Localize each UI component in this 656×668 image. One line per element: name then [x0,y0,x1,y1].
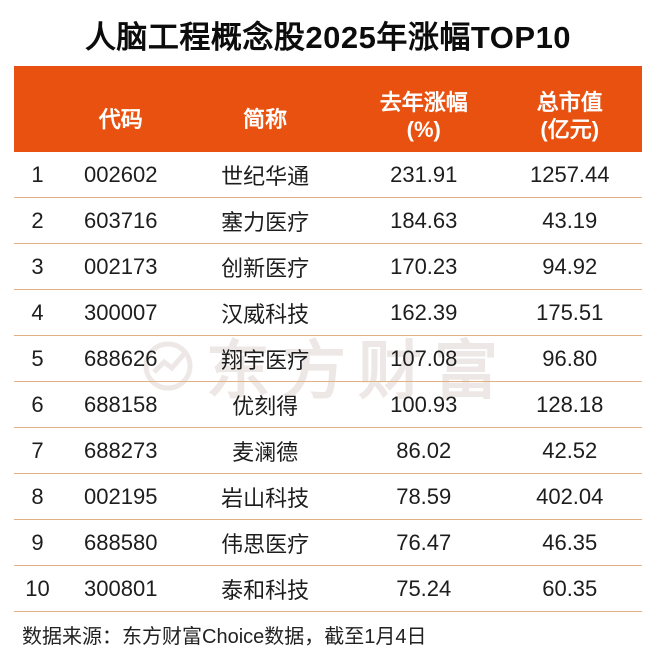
change-cell: 170.23 [390,253,458,279]
change-cell: 184.63 [390,207,458,233]
mcap-cell: 60.35 [542,575,598,601]
header-change-line1: 去年涨幅 [379,89,468,115]
header-rank [14,66,61,152]
mcap-cell: 96.80 [542,345,598,371]
table-row: 5 688626 翔宇医疗 107.08 96.80 [14,336,642,382]
code-cell: 688580 [84,529,158,555]
name-cell: 泰和科技 [221,577,310,603]
code-cell: 002195 [84,483,158,509]
code-cell: 002173 [84,253,158,279]
code-cell: 688158 [84,391,158,417]
mcap-cell: 128.18 [536,391,604,417]
change-cell: 78.59 [396,483,452,509]
mcap-cell: 1257.44 [529,161,610,187]
code-cell: 300007 [84,299,158,325]
table-row: 9 688580 伟思医疗 76.47 46.35 [14,520,642,566]
header-change: 去年涨幅 (%) [350,66,498,152]
page-title: 人脑工程概念股2025年涨幅TOP10 [84,20,572,55]
rank-cell: 1 [31,161,44,187]
header-code: 代码 [98,107,143,133]
table-row: 1 002602 世纪华通 231.91 1257.44 [14,152,642,198]
data-source-note: 数据来源：东方财富Choice数据，截至1月4日 [22,626,427,648]
mcap-cell: 42.52 [542,437,598,463]
mcap-cell: 46.35 [542,529,598,555]
rank-cell: 5 [31,345,44,371]
table-row: 6 688158 优刻得 100.93 128.18 [14,382,642,428]
code-cell: 688273 [84,437,158,463]
mcap-cell: 94.92 [542,253,598,279]
name-cell: 优刻得 [232,393,299,419]
name-cell: 汉威科技 [221,301,310,327]
name-cell: 麦澜德 [232,439,299,465]
mcap-cell: 43.19 [542,207,598,233]
table-header-row: 代码 简称 去年涨幅 (%) 总市值 (亿元) [14,66,642,152]
header-name: 简称 [243,107,288,133]
table-row: 8 002195 岩山科技 78.59 402.04 [14,474,642,520]
rank-cell: 4 [31,299,44,325]
rank-cell: 10 [25,575,50,601]
code-cell: 002602 [84,161,158,187]
top10-table: 代码 简称 去年涨幅 (%) 总市值 (亿元) 1 002602 世纪华通 23… [14,66,642,612]
change-cell: 107.08 [390,345,458,371]
change-cell: 75.24 [396,575,452,601]
name-cell: 翔宇医疗 [221,347,310,373]
name-cell: 创新医疗 [221,255,310,281]
mcap-cell: 402.04 [536,483,604,509]
mcap-cell: 175.51 [536,299,604,325]
table-row: 2 603716 塞力医疗 184.63 43.19 [14,198,642,244]
rank-cell: 8 [31,483,44,509]
code-cell: 688626 [84,345,158,371]
code-cell: 603716 [84,207,158,233]
header-mcap-line2: (亿元) [540,117,600,142]
header-mcap-line1: 总市值 [536,89,603,115]
table-row: 7 688273 麦澜德 86.02 42.52 [14,428,642,474]
header-change-line2: (%) [406,117,441,142]
change-cell: 231.91 [390,161,458,187]
change-cell: 100.93 [390,391,458,417]
table-row: 10 300801 泰和科技 75.24 60.35 [14,566,642,612]
change-cell: 86.02 [396,437,452,463]
name-cell: 岩山科技 [221,485,310,511]
table-row: 3 002173 创新医疗 170.23 94.92 [14,244,642,290]
rank-cell: 6 [31,391,44,417]
name-cell: 塞力医疗 [221,209,310,235]
code-cell: 300801 [84,575,158,601]
name-cell: 世纪华通 [221,163,310,189]
header-mcap: 总市值 (亿元) [498,66,642,152]
table-row: 4 300007 汉威科技 162.39 175.51 [14,290,642,336]
change-cell: 76.47 [396,529,452,555]
change-cell: 162.39 [390,299,458,325]
rank-cell: 3 [31,253,44,279]
rank-cell: 7 [31,437,44,463]
rank-cell: 2 [31,207,44,233]
rank-cell: 9 [31,529,44,555]
name-cell: 伟思医疗 [221,531,310,557]
